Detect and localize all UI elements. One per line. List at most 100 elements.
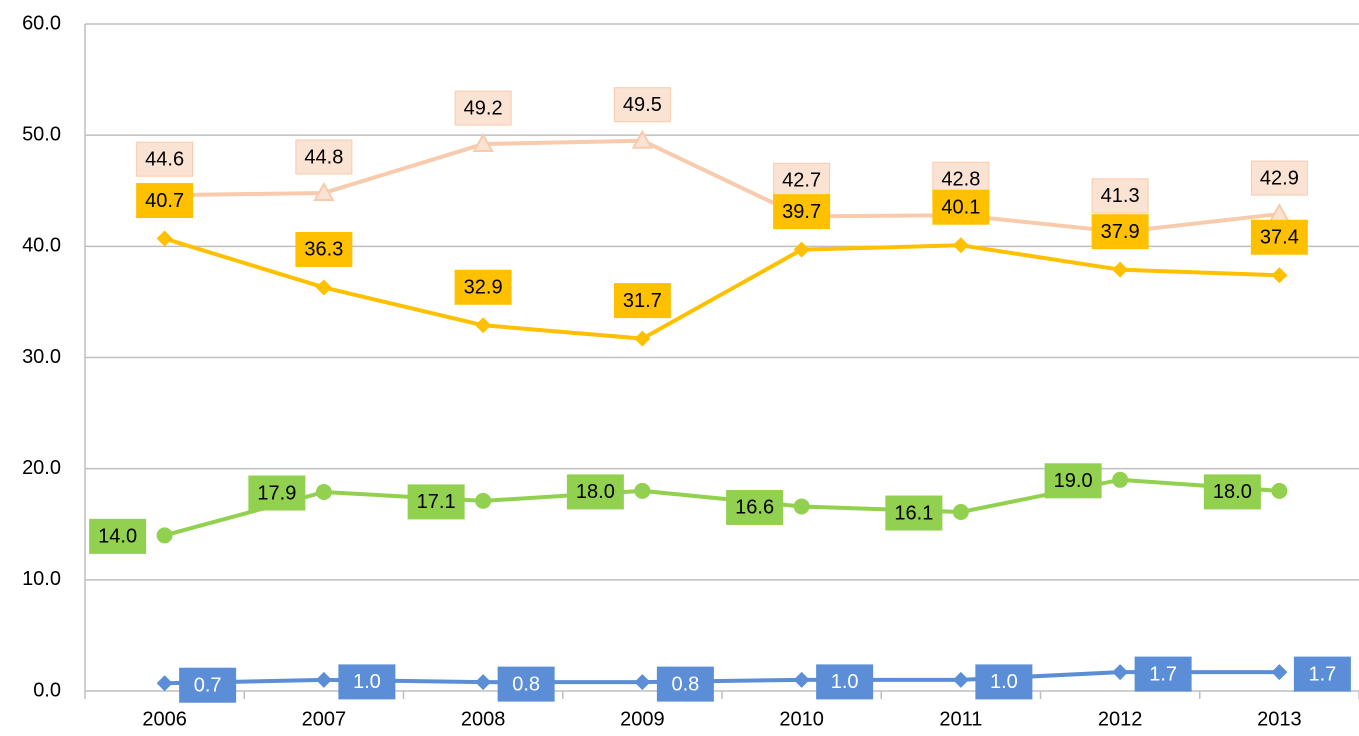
series-line bbox=[164, 236, 1280, 341]
y-tick-label: 30.0 bbox=[22, 346, 61, 368]
y-tick-label: 10.0 bbox=[22, 568, 61, 590]
data-label-box bbox=[726, 489, 784, 525]
marker bbox=[315, 279, 332, 296]
data-label-box bbox=[613, 87, 671, 123]
data-label-box bbox=[497, 666, 555, 702]
data-label-box bbox=[89, 518, 147, 554]
data-label: 40.1 bbox=[941, 197, 980, 219]
data-label-box bbox=[1044, 463, 1102, 499]
x-tick-label: 2008 bbox=[461, 708, 506, 730]
data-label: 18.0 bbox=[1213, 481, 1252, 503]
x-tick-label: 2011 bbox=[939, 708, 982, 730]
marker bbox=[472, 133, 494, 153]
data-label-box bbox=[295, 231, 353, 267]
data-label: 41.3 bbox=[1101, 185, 1140, 207]
data-label: 0.8 bbox=[671, 673, 699, 695]
marker bbox=[631, 129, 654, 149]
data-label-box bbox=[613, 283, 671, 319]
data-label: 18.0 bbox=[576, 481, 615, 503]
data-label-box bbox=[885, 495, 943, 531]
data-label: 1.7 bbox=[1149, 663, 1177, 685]
data-label: 42.9 bbox=[1260, 167, 1299, 189]
marker bbox=[313, 181, 335, 201]
data-label-box bbox=[295, 139, 353, 175]
marker bbox=[315, 671, 332, 688]
series-line bbox=[164, 670, 1280, 686]
marker bbox=[1112, 471, 1129, 488]
x-tick-label: 2010 bbox=[779, 708, 824, 730]
data-label: 17.1 bbox=[417, 491, 456, 513]
marker bbox=[156, 675, 173, 692]
data-label: 44.8 bbox=[304, 146, 343, 168]
data-label: 19.0 bbox=[1054, 470, 1093, 492]
data-label-box bbox=[338, 664, 396, 700]
marker bbox=[475, 674, 492, 691]
data-label-box bbox=[816, 664, 874, 700]
x-tick-label: 2009 bbox=[620, 708, 665, 730]
marker bbox=[1271, 267, 1288, 284]
data-label-box bbox=[407, 484, 465, 520]
data-label: 49.5 bbox=[623, 94, 662, 116]
marker bbox=[634, 674, 651, 691]
marker bbox=[952, 237, 969, 254]
data-label: 1.0 bbox=[990, 671, 1018, 693]
data-label-box bbox=[975, 664, 1033, 700]
data-label-box bbox=[179, 667, 237, 703]
marker bbox=[475, 492, 492, 509]
data-label-box bbox=[1134, 656, 1192, 692]
data-label-box bbox=[656, 666, 714, 702]
data-label-box bbox=[136, 183, 194, 219]
y-tick-label: 0.0 bbox=[33, 679, 61, 701]
data-label: 49.2 bbox=[464, 97, 503, 119]
data-label: 36.3 bbox=[304, 239, 343, 261]
data-label: 1.0 bbox=[831, 671, 859, 693]
marker bbox=[315, 484, 332, 501]
data-label: 0.8 bbox=[512, 673, 540, 695]
data-label: 16.1 bbox=[894, 502, 933, 524]
data-label: 1.7 bbox=[1308, 663, 1336, 685]
data-label-box bbox=[1250, 219, 1308, 255]
data-label: 42.7 bbox=[782, 170, 821, 192]
y-tick-label: 60.0 bbox=[22, 12, 61, 34]
data-label: 44.6 bbox=[145, 148, 184, 170]
data-label: 0.7 bbox=[194, 674, 222, 696]
marker bbox=[1112, 261, 1129, 278]
data-label: 39.7 bbox=[782, 201, 821, 223]
y-tick-label: 40.0 bbox=[22, 235, 61, 257]
x-tick-label: 2013 bbox=[1257, 708, 1302, 730]
data-label: 32.9 bbox=[464, 277, 503, 299]
data-label-box bbox=[1293, 656, 1351, 692]
x-tick-label: 2012 bbox=[1098, 708, 1143, 730]
data-label: 37.9 bbox=[1101, 221, 1140, 243]
data-label-box bbox=[248, 475, 306, 511]
data-label-box bbox=[932, 189, 990, 225]
data-label: 17.9 bbox=[257, 482, 296, 504]
data-label: 14.0 bbox=[98, 526, 137, 548]
data-label-box bbox=[566, 474, 624, 510]
x-tick-label: 2006 bbox=[142, 708, 187, 730]
marker bbox=[1271, 664, 1288, 681]
marker bbox=[475, 317, 492, 334]
data-label-box bbox=[454, 90, 512, 126]
data-label: 42.8 bbox=[941, 168, 980, 190]
data-label: 31.7 bbox=[623, 290, 662, 312]
marker bbox=[952, 504, 969, 521]
series-line bbox=[164, 477, 1280, 538]
marker bbox=[156, 230, 173, 247]
marker bbox=[952, 671, 969, 688]
data-label: 40.7 bbox=[145, 190, 184, 212]
data-label-box bbox=[1091, 214, 1149, 250]
data-label-box bbox=[1250, 160, 1308, 196]
y-tick-label: 20.0 bbox=[22, 457, 61, 479]
marker bbox=[793, 241, 810, 258]
y-tick-label: 50.0 bbox=[22, 123, 61, 145]
data-label-box bbox=[136, 141, 194, 177]
data-label: 16.6 bbox=[735, 497, 774, 519]
marker bbox=[634, 330, 651, 347]
data-label-box bbox=[773, 162, 831, 198]
data-label-box bbox=[1091, 178, 1149, 214]
marker bbox=[793, 498, 810, 515]
marker bbox=[1112, 664, 1129, 681]
